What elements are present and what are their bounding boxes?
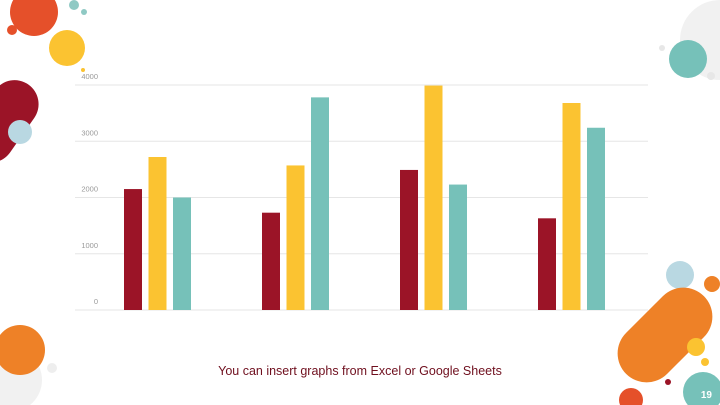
bar-series-3-group-1 bbox=[173, 197, 191, 310]
bar-series-2-group-1 bbox=[148, 157, 167, 310]
bar-series-1-group-1 bbox=[124, 189, 142, 310]
y-tick-label: 2000 bbox=[81, 185, 98, 194]
deco-pill-orange bbox=[617, 287, 713, 383]
deco-circle-teal-br bbox=[683, 372, 720, 405]
bar-series-2-group-4 bbox=[562, 103, 581, 310]
bar-series-2-group-2 bbox=[286, 165, 305, 310]
deco-circle-teal bbox=[669, 40, 707, 78]
y-tick-label: 1000 bbox=[81, 241, 98, 250]
bar-series-2-group-3 bbox=[424, 85, 443, 310]
deco-circle-lightblue bbox=[8, 120, 32, 144]
y-tick-label: 4000 bbox=[81, 72, 98, 81]
deco-pill-red bbox=[0, 80, 39, 163]
deco-circle-yellow bbox=[49, 30, 85, 66]
deco-circle-orange bbox=[10, 0, 58, 36]
deco-circle-orange-bl bbox=[0, 325, 45, 375]
bars bbox=[124, 85, 605, 310]
bar-series-1-group-4 bbox=[538, 218, 556, 310]
bar-series-3-group-4 bbox=[587, 127, 605, 310]
deco-circle-lightblue-br bbox=[666, 261, 694, 289]
deco-dot-teal bbox=[69, 0, 79, 10]
y-tick-label: 3000 bbox=[81, 128, 98, 137]
bar-series-3-group-2 bbox=[311, 97, 329, 310]
bar-series-1-group-3 bbox=[400, 169, 418, 310]
y-axis-ticks: 0 1000 2000 3000 4000 bbox=[81, 72, 98, 306]
deco-dot-red bbox=[7, 25, 17, 35]
bar-series-1-group-2 bbox=[262, 212, 280, 310]
bar-series-3-group-3 bbox=[449, 184, 467, 310]
chart-caption: You can insert graphs from Excel or Goog… bbox=[218, 364, 502, 378]
slide-number: 19 bbox=[700, 390, 712, 401]
y-tick-label: 0 bbox=[94, 297, 98, 306]
